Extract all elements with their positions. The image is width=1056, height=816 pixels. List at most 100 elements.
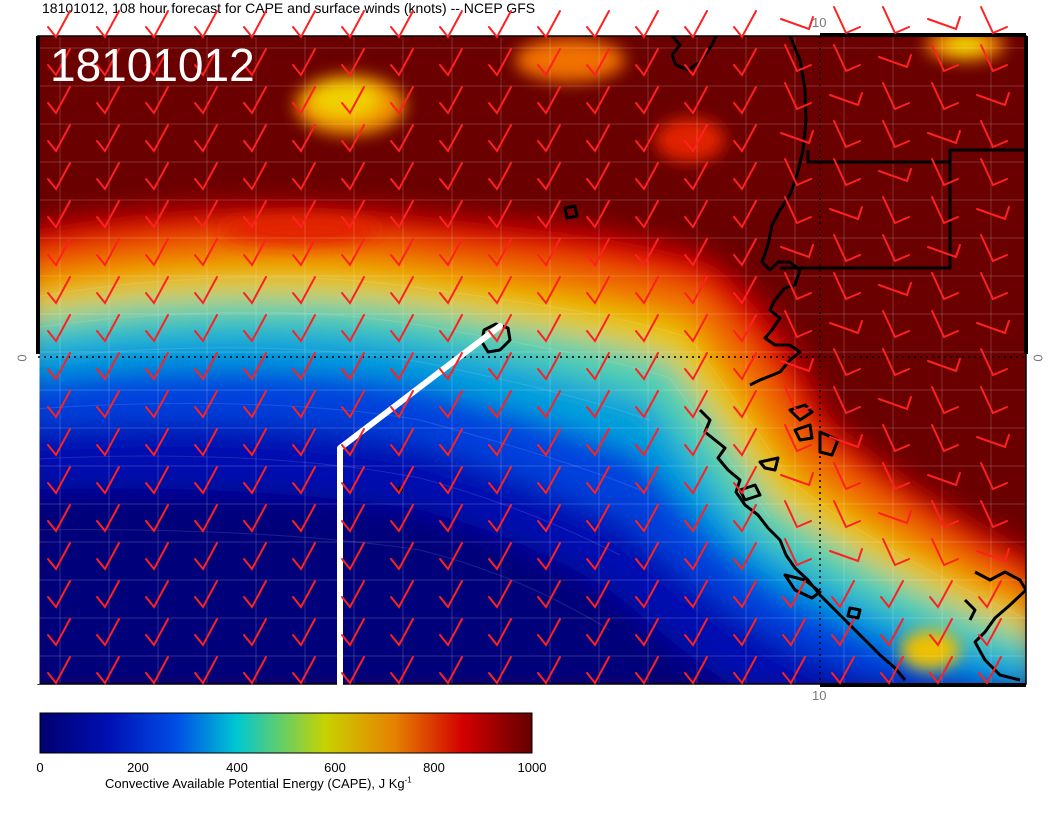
wind-barb — [586, 580, 610, 609]
wind-barb — [684, 48, 708, 77]
wind-barb — [439, 428, 463, 457]
wind-barb — [586, 542, 610, 571]
wind-barb — [635, 86, 659, 115]
wind-barb — [635, 428, 659, 457]
wind-barb — [537, 352, 561, 381]
wind-barb — [831, 656, 855, 685]
wind-barb — [780, 16, 814, 31]
wind-barb — [784, 424, 812, 453]
wind-barb — [390, 10, 414, 39]
wind-barb — [684, 10, 708, 39]
wind-barb — [833, 500, 861, 529]
wind-barb — [882, 462, 910, 491]
colorbar-tick-600: 600 — [324, 760, 346, 775]
wind-barb — [47, 542, 71, 571]
wind-barb — [927, 358, 961, 373]
wind-barb — [292, 86, 316, 115]
wind-barb — [980, 500, 1008, 529]
wind-barb — [537, 10, 561, 39]
wind-barb — [243, 618, 267, 647]
wind-barb — [292, 200, 316, 229]
wind-barb — [488, 162, 512, 191]
wind-barb — [341, 86, 365, 115]
wind-barb — [243, 10, 267, 39]
wind-barb — [537, 542, 561, 571]
wind-barb — [684, 314, 708, 343]
wind-barb — [733, 314, 757, 343]
wind-barb — [635, 466, 659, 495]
wind-barb — [488, 276, 512, 305]
wind-barb — [341, 10, 365, 39]
wind-barb — [390, 238, 414, 267]
wind-barb — [833, 6, 861, 35]
wind-barb — [341, 618, 365, 647]
wind-barb — [194, 200, 218, 229]
wind-barb — [782, 618, 806, 647]
wind-barb — [635, 238, 659, 267]
wind-barb — [880, 656, 904, 685]
wind-barb — [488, 504, 512, 533]
wind-barb — [878, 396, 912, 411]
wind-barb — [292, 618, 316, 647]
wind-barb — [733, 162, 757, 191]
wind-barb — [684, 276, 708, 305]
wind-barb — [96, 542, 120, 571]
wind-barb — [684, 656, 708, 685]
wind-barb — [390, 200, 414, 229]
colorbar-tick-400: 400 — [226, 760, 248, 775]
wind-barb — [978, 580, 1002, 609]
wind-barb — [96, 390, 120, 419]
wind-barb — [635, 542, 659, 571]
wind-barb — [488, 428, 512, 457]
wind-barb — [488, 200, 512, 229]
wind-barb — [733, 238, 757, 267]
colorbar-tick-1000: 1000 — [517, 760, 547, 775]
wind-barb — [292, 10, 316, 39]
wind-barb — [586, 48, 610, 77]
wind-barb — [439, 314, 463, 343]
wind-barb — [194, 466, 218, 495]
wind-barb — [980, 234, 1008, 263]
wind-barb — [927, 472, 961, 487]
wind-barb — [47, 200, 71, 229]
wind-barb — [733, 352, 757, 381]
wind-barb — [780, 244, 814, 259]
wind-barb — [537, 276, 561, 305]
lon-label-bottom: 10 — [812, 688, 827, 703]
wind-barb — [733, 656, 757, 685]
wind-barb — [586, 656, 610, 685]
wind-barb — [96, 162, 120, 191]
wind-barb — [390, 314, 414, 343]
wind-barb — [733, 86, 757, 115]
colorbar-title: Convective Available Potential Energy (C… — [105, 776, 412, 791]
wind-barb — [243, 504, 267, 533]
wind-barb — [684, 542, 708, 571]
wind-barb — [292, 428, 316, 457]
wind-barb — [833, 386, 861, 415]
wind-barb — [47, 86, 71, 115]
wind-barb — [390, 466, 414, 495]
wind-barb — [537, 48, 561, 77]
wind-barb — [488, 656, 512, 685]
wind-barb — [488, 238, 512, 267]
wind-barb — [292, 656, 316, 685]
wind-barb — [145, 466, 169, 495]
wind-barb — [488, 10, 512, 39]
wind-barb — [145, 86, 169, 115]
wind-barb — [390, 504, 414, 533]
wind-barb — [733, 276, 757, 305]
wind-barb — [684, 86, 708, 115]
wind-barb — [47, 504, 71, 533]
wind-barb — [96, 352, 120, 381]
wind-barb — [929, 580, 953, 609]
wind-barbs — [47, 6, 1010, 685]
wind-barb — [784, 386, 812, 415]
wind-barb — [439, 390, 463, 419]
wind-barb — [878, 510, 912, 525]
wind-barb — [833, 348, 861, 377]
wind-barb — [194, 580, 218, 609]
wind-barb — [586, 314, 610, 343]
wind-barb — [96, 238, 120, 267]
wind-barb — [684, 504, 708, 533]
wind-barb — [243, 86, 267, 115]
